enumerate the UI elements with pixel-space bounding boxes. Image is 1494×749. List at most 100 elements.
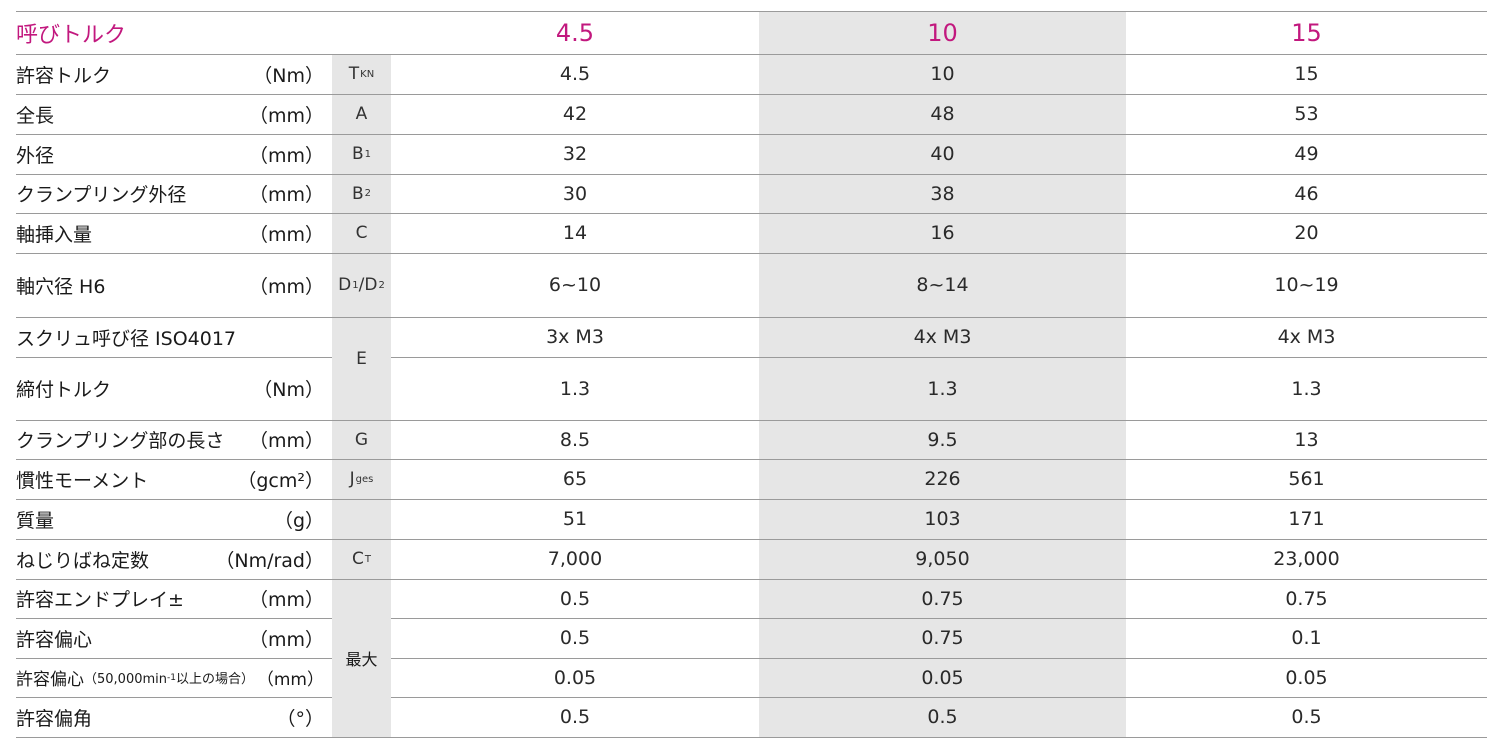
row-unit: （mm） [248,589,324,611]
row-label-sup: -1 [167,672,176,683]
row-value-2: 0.75 [921,587,964,610]
row-value-1: 0.05 [553,666,597,689]
row-rule [16,459,1487,460]
row-symbol: G [354,429,369,450]
row-value-1: 14 [562,222,588,244]
row-value-1: 6~10 [548,274,602,296]
row-value-2: 40 [930,143,955,165]
row-value-3: 0.5 [1291,706,1322,728]
row-value-3: 20 [1294,222,1319,244]
row-value-3: 13 [1294,428,1319,451]
row-value-2: 9,050 [915,548,970,570]
row-symbol-sub: 1 [364,148,372,160]
row-value-2: 0.5 [927,706,958,728]
row-value-2: 0.05 [921,666,964,689]
row-value-2: 16 [930,222,955,244]
row-value-1: 4.5 [559,63,591,85]
row-value-1: 42 [562,103,588,125]
row-label-note-end: 以上の場合） [176,672,255,687]
row-label: ねじりばね定数 [16,549,150,572]
merge-cover [332,618,391,619]
row-label: 許容トルク [16,64,112,87]
row-unit: （Nm/rad） [215,549,324,572]
row-rule [16,579,1487,580]
merge-cover [332,658,391,659]
row-value-1: 8.5 [559,428,591,451]
row-rule [16,134,1487,135]
row-unit: （mm） [256,670,324,690]
row-label: スクリュ呼び径 ISO4017 [16,327,237,350]
row-value-2: 103 [924,508,961,530]
row-rule [16,94,1487,95]
row-rule [16,618,1487,619]
row-value-1: 51 [562,508,588,530]
row-value-3: 15 [1294,63,1319,85]
row-symbol: A [355,104,368,124]
row-unit: （Nm） [253,379,324,401]
row-unit: （mm） [248,144,324,167]
row-label: クランプリング外径 [16,184,187,206]
row-value-3: 23,000 [1273,548,1340,570]
merge-cover [332,357,391,358]
row-label: 慣性モーメント [16,469,149,492]
row-value-3: 0.05 [1285,666,1328,689]
row-label-note: （50,000min [84,672,168,687]
row-value-3: 10~19 [1274,274,1339,296]
row-rule [16,420,1487,421]
row-value-1: 30 [562,182,588,205]
row-label: 軸穴径 H6 [16,275,106,298]
row-label: 許容偏心 （50,000min -1 以上の場合） [16,658,336,697]
row-value-3: 46 [1294,182,1319,205]
column-shade-10 [759,12,1126,737]
row-rule [16,317,1487,318]
max-label: 最大 [345,650,378,669]
row-unit: （°） [276,707,324,730]
row-rule [16,737,1487,738]
row-rule [16,174,1487,175]
row-rule [16,253,1487,254]
symbol-column-shade [332,54,391,737]
row-label: 全長 [16,104,55,127]
top-rule [16,11,1487,12]
row-value-2: 10 [930,63,955,85]
header-title: 呼びトルク [16,23,127,48]
row-symbol-sub: T [364,553,371,565]
row-value-3: 4x M3 [1277,326,1336,348]
row-value-1: 0.5 [559,587,591,610]
row-value-2: 9.5 [927,428,958,451]
row-label: 外径 [16,144,55,167]
row-value-1: 1.3 [559,377,591,400]
row-label-text: 許容偏心 [16,670,84,690]
row-unit: （mm） [248,223,324,246]
row-value-2: 48 [930,103,955,125]
row-value-2: 1.3 [927,377,958,400]
row-label: 軸挿入量 [16,223,93,246]
row-unit: （mm） [248,104,324,127]
row-symbol: T KN [348,64,375,84]
row-value-3: 0.75 [1285,587,1328,610]
merge-cover [332,697,391,698]
row-symbol: C [355,223,368,243]
row-value-2: 0.75 [921,627,964,649]
header-size-3: 15 [1291,19,1322,47]
row-label: 許容偏心 [16,628,93,651]
row-rule [16,54,1487,55]
row-rule [16,213,1487,214]
row-unit: （g） [273,509,324,532]
row-value-2: 226 [924,468,961,490]
row-value-3: 49 [1294,143,1319,165]
row-symbol: E [356,348,367,369]
row-value-3: 53 [1294,103,1319,125]
row-symbol-sub: ges [355,473,374,485]
row-value-3: 1.3 [1291,377,1322,400]
row-unit: （Nm） [253,64,324,87]
row-label: クランプリング部の長さ [16,430,225,452]
row-label: 許容偏角 [16,707,93,730]
row-unit: （mm） [248,184,324,206]
row-symbol-sub: KN [360,68,375,80]
